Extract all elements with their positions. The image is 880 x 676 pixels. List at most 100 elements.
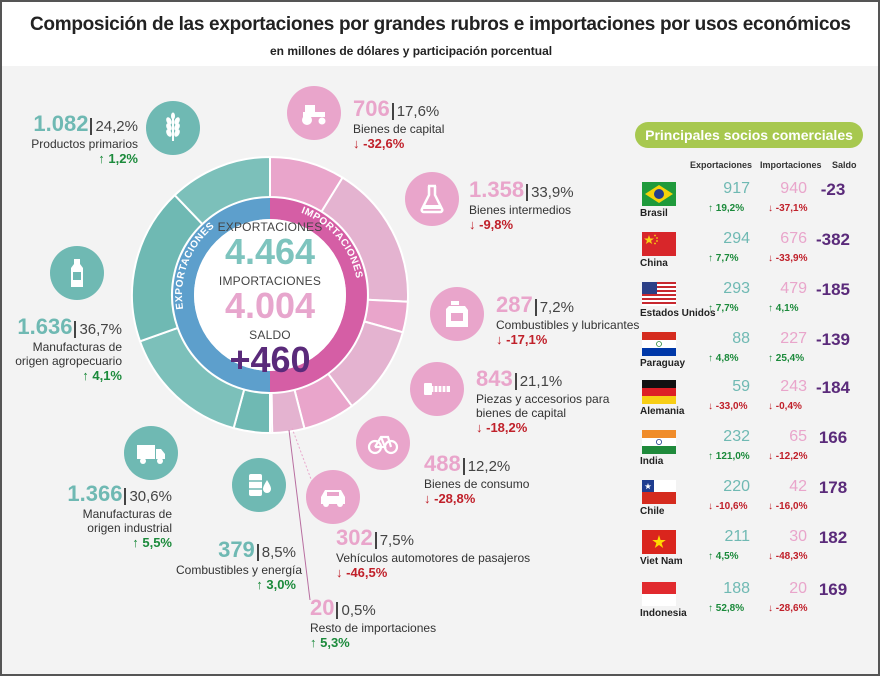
wheat-icon — [146, 101, 200, 155]
import-label: Combustibles y lubricantes — [496, 318, 640, 332]
flask-icon — [405, 172, 459, 226]
exports-value: 917 — [723, 180, 750, 197]
imports-value: 20 — [789, 580, 807, 597]
country-name: Indonesia — [640, 608, 687, 619]
saldo-value: -139 — [815, 330, 851, 349]
import-share: 33,9% — [526, 184, 574, 201]
saldo-label: SALDO — [249, 328, 291, 342]
exports-value: 232 — [723, 428, 750, 445]
import-item-combustibles-lubricantes: 287 7,2% Combustibles y lubricantes ↓ -17… — [496, 292, 639, 347]
table-row: Chile 220 ↓ -10,6% 42 ↓ -16,0% 178 — [636, 476, 866, 524]
brazil-flag-icon — [642, 182, 676, 206]
table-row: Alemania 59 ↓ -33,0% 243 ↓ -0,4% -184 — [636, 376, 866, 424]
import-change: ↓ -18,2% — [476, 420, 528, 435]
exports-value: 293 — [723, 280, 750, 297]
header: Composición de las exportaciones por gra… — [2, 2, 878, 66]
country-name: Estados Unidos — [640, 308, 716, 319]
paraguay-flag-icon — [642, 332, 676, 356]
import-value: 843 — [476, 366, 513, 391]
truck-icon — [124, 426, 178, 480]
import-label: Bienes de capital — [353, 122, 445, 136]
table-row: Brasil 917 ↑ 19,2% 940 ↓ -37,1% -23 — [636, 178, 866, 226]
imports-growth: ↓ -16,0% — [768, 501, 808, 512]
import-value: 287 — [496, 292, 533, 317]
imports-value: 479 — [780, 280, 807, 297]
imports-value: 676 — [780, 230, 807, 247]
exports-value: 188 — [723, 580, 750, 597]
exports-growth: ↑ 121,0% — [708, 451, 750, 462]
import-label-line2: bienes de capital — [476, 406, 567, 420]
export-value: 1.082 — [33, 111, 89, 136]
export-change: ↑ 5,5% — [132, 535, 172, 550]
country-name: Paraguay — [640, 358, 686, 369]
exports-growth: ↑ 4,8% — [708, 353, 739, 364]
import-label: Resto de importaciones — [310, 621, 437, 635]
export-label-line2: origen agropecuario — [15, 354, 122, 368]
imports-growth: ↑ 25,4% — [768, 353, 805, 364]
leader-line-resto — [288, 429, 311, 601]
saldo-value: -382 — [815, 230, 851, 249]
table-row: Paraguay 88 ↑ 4,8% 227 ↑ 25,4% -139 — [636, 328, 866, 376]
exports-growth: ↑ 4,5% — [708, 551, 739, 562]
export-value: 1.366 — [67, 481, 123, 506]
country-name: China — [640, 258, 668, 269]
imports-value: 30 — [789, 528, 807, 545]
import-change: ↑ 5,3% — [310, 635, 350, 650]
country-name: India — [640, 456, 664, 467]
table-row: Estados Unidos 293 ↑ 7,7% 479 ↑ 4,1% -185 — [636, 278, 866, 326]
import-share: 17,6% — [391, 103, 440, 120]
saldo-value: 169 — [818, 580, 848, 599]
import-item-resto: 20 0,5% Resto de importaciones ↑ 5,3% — [310, 595, 436, 650]
col-header-exports: Exportaciones — [690, 160, 753, 170]
imports-value: 42 — [789, 478, 807, 495]
imports-growth: ↓ -37,1% — [768, 203, 808, 214]
import-share: 12,2% — [462, 458, 511, 475]
import-change: ↓ -9,8% — [469, 217, 514, 232]
import-value: 706 — [353, 96, 390, 121]
bicycle-icon — [356, 416, 410, 470]
export-change: ↑ 4,1% — [82, 368, 122, 383]
import-share: 0,5% — [336, 602, 376, 619]
col-header-imports: Importaciones — [760, 160, 822, 170]
imports-band — [270, 198, 367, 392]
screw-icon — [410, 362, 464, 416]
exports-value: 220 — [723, 478, 750, 495]
partners-title: Principales socios comerciales — [635, 122, 863, 148]
export-value: 1.636 — [17, 314, 73, 339]
table-row: Viet Nam 211 ↑ 4,5% 30 ↓ -48,3% 182 — [636, 526, 866, 574]
exports-total-value: 4.464 — [224, 231, 316, 272]
usa-flag-icon — [642, 282, 676, 306]
export-label-line1: Manufacturas de — [32, 340, 122, 354]
import-item-bienes-intermedios: 1.358 33,9% Bienes intermedios ↓ -9,8% — [469, 177, 574, 232]
page-subtitle: en millones de dólares y participación p… — [270, 44, 553, 58]
saldo-value: -185 — [815, 280, 851, 299]
import-label: Bienes intermedios — [469, 203, 572, 217]
export-item-productos-primarios: 1.082 24,2% Productos primarios ↑ 1,2% — [28, 111, 138, 166]
import-change: ↓ -28,8% — [424, 491, 476, 506]
export-share: 24,2% — [90, 118, 138, 135]
import-share: 7,5% — [374, 532, 414, 549]
exports-band — [173, 198, 270, 392]
vietnam-flag-icon — [642, 530, 676, 554]
import-change: ↓ -17,1% — [496, 332, 548, 347]
tractor-icon — [287, 86, 341, 140]
table-row: India 232 ↑ 121,0% 65 ↓ -12,2% 166 — [636, 426, 866, 474]
imports-growth: ↓ -33,9% — [768, 253, 808, 264]
saldo-value: -23 — [820, 180, 846, 199]
exports-value: 88 — [732, 330, 750, 347]
imports-growth: ↓ -28,6% — [768, 603, 808, 614]
exports-value: 294 — [723, 230, 750, 247]
export-share: 30,6% — [124, 488, 172, 505]
imports-total-label: IMPORTACIONES — [218, 274, 322, 288]
export-label: Productos primarios — [31, 137, 138, 151]
export-share: 36,7% — [74, 321, 122, 338]
col-header-saldo: Saldo — [832, 160, 857, 170]
export-change: ↑ 1,2% — [98, 151, 138, 166]
import-item-piezas-accesorios: 843 21,1% Piezas y accesorios para bienes… — [476, 366, 609, 435]
china-flag-icon — [642, 232, 676, 256]
saldo-value: +460 — [229, 339, 311, 380]
table-row: Indonesia 188 ↑ 52,8% 20 ↓ -28,6% 169 — [636, 578, 866, 626]
exports-total-label: EXPORTACIONES — [217, 220, 323, 234]
export-label-line2: origen industrial — [87, 521, 172, 535]
